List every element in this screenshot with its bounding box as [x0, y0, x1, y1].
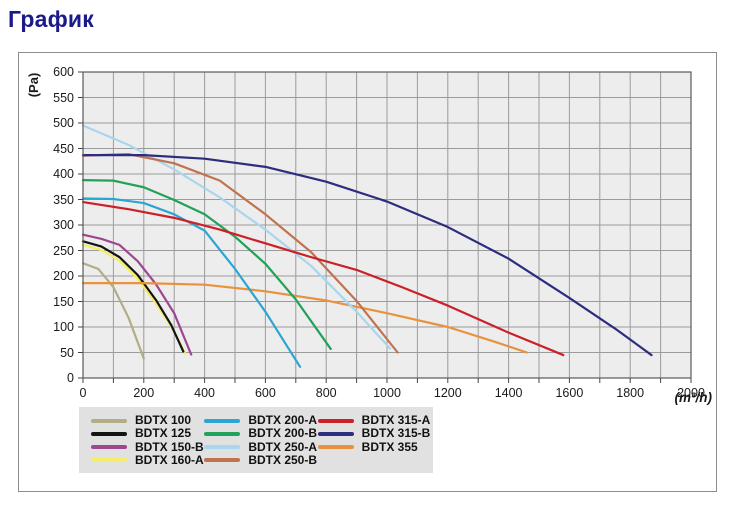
legend-item: BDTX 250-A	[204, 440, 317, 454]
chart-svg	[78, 71, 692, 383]
series-curve-bdtx-100	[81, 262, 145, 360]
page-title: График	[8, 6, 94, 32]
legend-label: BDTX 250-A	[248, 439, 318, 454]
legend-label: BDTX 200-B	[248, 426, 318, 441]
x-tick-label: 600	[254, 386, 276, 400]
legend-swatch-bdtx-125	[91, 431, 127, 436]
legend-item: BDTX 355	[317, 439, 421, 454]
y-tick-label: 500	[53, 116, 74, 130]
series-curve-bdtx-125	[81, 240, 185, 353]
legend-label: BDTX 250-B	[248, 452, 318, 467]
legend-item: BDTX 315-B	[317, 427, 430, 440]
series-curve-bdtx-315-b	[81, 154, 653, 357]
y-tick-label: 550	[53, 90, 74, 105]
legend-label: BDTX 315-B	[361, 426, 431, 441]
chart-panel: 0 50 100 150 200 250 300 350 400 450 500 550 600 0 20…	[18, 52, 717, 492]
x-tick-label: 1000	[373, 386, 401, 400]
x-tick-label: 1600	[555, 386, 584, 400]
y-tick-label: 400	[53, 167, 74, 181]
legend-label: BDTX 315-A	[361, 413, 431, 428]
legend-label: BDTX 160-A	[135, 452, 204, 467]
legend-label: BDTX 125	[135, 426, 192, 441]
x-tick-label: 0	[79, 386, 87, 400]
x-tick-label: 400	[194, 386, 216, 400]
x-tick-label: 1200	[433, 386, 462, 400]
legend-swatch-bdtx-250-a	[204, 445, 241, 450]
legend-swatch-bdtx-250-b	[204, 458, 241, 463]
y-tick-label: 100	[53, 320, 74, 334]
x-tick-label: 1800	[616, 386, 645, 400]
legend-item: BDTX 100	[91, 414, 194, 427]
y-tick-label: 150	[53, 294, 74, 309]
legend-swatch-bdtx-150-b	[91, 445, 127, 450]
y-tick-label: 250	[53, 243, 74, 258]
legend-item: BDTX 160-A	[91, 453, 204, 467]
legend-swatch-bdtx-355	[317, 445, 354, 450]
series-curve-bdtx-250-a	[81, 124, 392, 350]
chart-legend: BDTX 100 BDTX 125 BDTX 150-B BDTX 160-A BDTX…	[79, 407, 433, 473]
x-tick-label: 200	[133, 386, 155, 400]
legend-item: BDTX 250-B	[204, 453, 317, 467]
legend-item: BDTX 200-A	[204, 414, 317, 427]
y-tick-label: 450	[53, 141, 74, 156]
plot-frame	[82, 71, 692, 379]
legend-label: BDTX 150-B	[135, 439, 204, 454]
series-curve-bdtx-200-b	[81, 179, 332, 351]
y-tick-label: 350	[53, 192, 74, 207]
y-tick-label: 0	[67, 371, 74, 385]
series-curve-bdtx-355	[81, 282, 528, 354]
legend-swatch-bdtx-200-b	[204, 431, 241, 436]
legend-label: BDTX 100	[135, 413, 192, 428]
legend-item: BDTX 315-A	[317, 414, 430, 427]
y-axis-unit-label: (Pa)	[26, 72, 41, 98]
legend-swatch-bdtx-100	[91, 418, 127, 423]
legend-label: BDTX 200-A	[248, 413, 318, 428]
legend-swatch-bdtx-315-a	[317, 418, 354, 423]
series-curve-bdtx-150-b	[81, 233, 193, 356]
legend-item: BDTX 200-B	[204, 427, 317, 440]
x-axis-unit-label: (m³/h)	[674, 390, 713, 405]
y-tick-label: 300	[53, 218, 74, 232]
legend-swatch-bdtx-315-b	[317, 431, 354, 436]
legend-item: BDTX 150-B	[91, 440, 204, 454]
y-tick-label: 50	[60, 345, 74, 360]
y-tick-label: 200	[53, 269, 74, 283]
legend-swatch-bdtx-160-a	[91, 458, 127, 463]
x-tick-label: 2000	[677, 386, 705, 400]
x-tick-label: 800	[315, 386, 337, 400]
legend-swatch-bdtx-200-a	[204, 418, 241, 423]
y-tick-label: 600	[53, 65, 74, 79]
legend-label: BDTX 355	[361, 439, 418, 454]
x-tick-label: 1400	[494, 386, 523, 400]
series-curve-bdtx-315-a	[81, 200, 565, 357]
legend-item: BDTX 125	[91, 427, 194, 440]
